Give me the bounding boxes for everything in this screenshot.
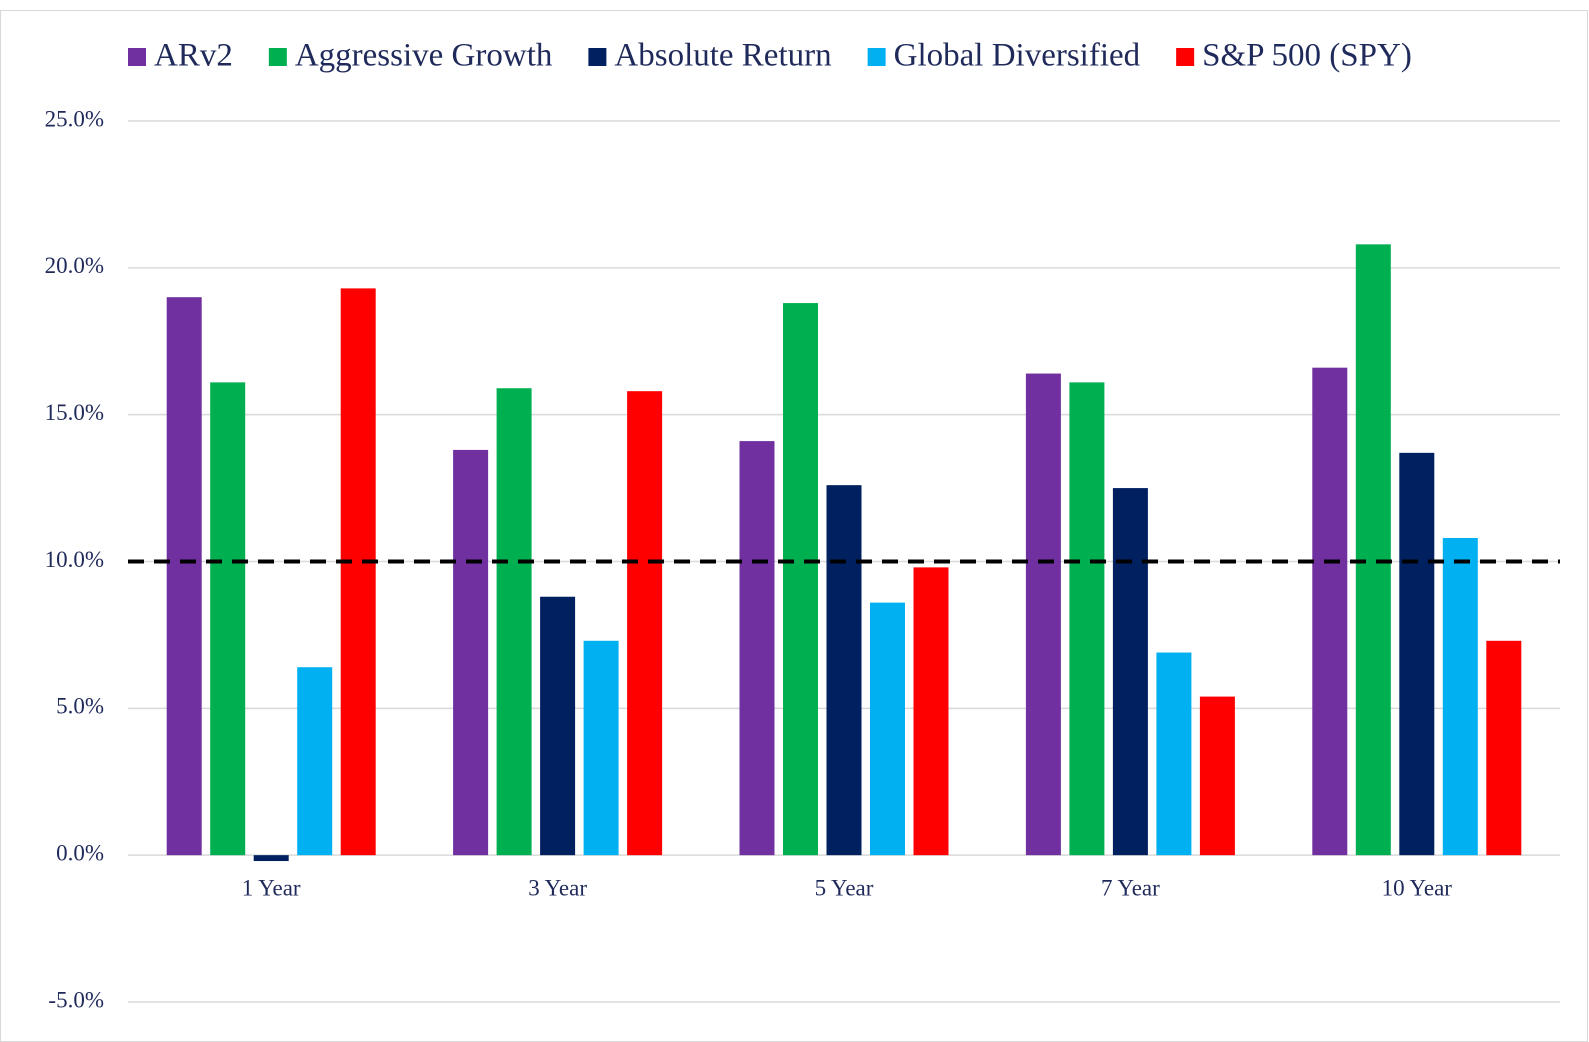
y-tick-label: 10.0%	[45, 547, 104, 572]
bar	[297, 667, 333, 856]
bar	[826, 485, 862, 856]
bar	[1156, 652, 1192, 856]
legend-label: ARv2	[154, 38, 233, 74]
legend-label: S&P 500 (SPY)	[1202, 38, 1412, 74]
legend-swatch	[588, 48, 607, 66]
legend-label: Aggressive Growth	[295, 38, 553, 74]
bar	[1199, 696, 1235, 856]
x-tick-label: 3 Year	[528, 875, 587, 900]
bar	[913, 567, 949, 856]
bar	[1399, 452, 1435, 856]
bars	[128, 244, 1560, 862]
bar	[210, 382, 246, 856]
bar	[1486, 640, 1522, 856]
bar	[1025, 373, 1061, 856]
y-tick-label: 5.0%	[56, 694, 104, 719]
x-tick-label: 7 Year	[1101, 875, 1160, 900]
bar	[627, 391, 663, 856]
bar	[166, 297, 202, 856]
bar	[340, 288, 376, 856]
legend-label: Global Diversified	[894, 38, 1141, 74]
bar	[783, 303, 818, 856]
legend-swatch	[867, 48, 886, 66]
bar	[870, 602, 905, 856]
legend-label: Absolute Return	[614, 38, 831, 74]
y-tick-label: 0.0%	[56, 840, 104, 865]
bar	[739, 441, 775, 856]
bar	[496, 388, 532, 856]
bar	[1355, 244, 1391, 856]
legend-swatch	[268, 48, 287, 66]
grid: -5.0% 0.0% 5.0% 10.0% 15.0% 20.0% 25.0% 1 Year 3…	[45, 106, 1560, 1012]
y-tick-label: 15.0%	[45, 400, 104, 425]
x-tick-label: 10 Year	[1382, 875, 1453, 900]
x-tick-label: 1 Year	[242, 875, 301, 900]
bar	[540, 596, 576, 856]
legend-swatch	[1176, 48, 1195, 66]
legend: ARv2 Aggressive Growth Absolute Return Glob…	[128, 38, 1412, 74]
x-tick-label: 5 Year	[815, 875, 874, 900]
y-tick-label: -5.0%	[48, 987, 104, 1012]
legend-swatch	[128, 48, 146, 66]
bar	[1312, 367, 1348, 856]
bar	[1069, 382, 1105, 856]
bar	[1442, 538, 1478, 856]
bar	[253, 855, 289, 862]
y-tick-label: 25.0%	[45, 106, 104, 131]
y-tick-label: 20.0%	[45, 253, 104, 278]
bar	[1112, 488, 1148, 856]
bar	[583, 640, 619, 856]
bar	[453, 449, 489, 856]
